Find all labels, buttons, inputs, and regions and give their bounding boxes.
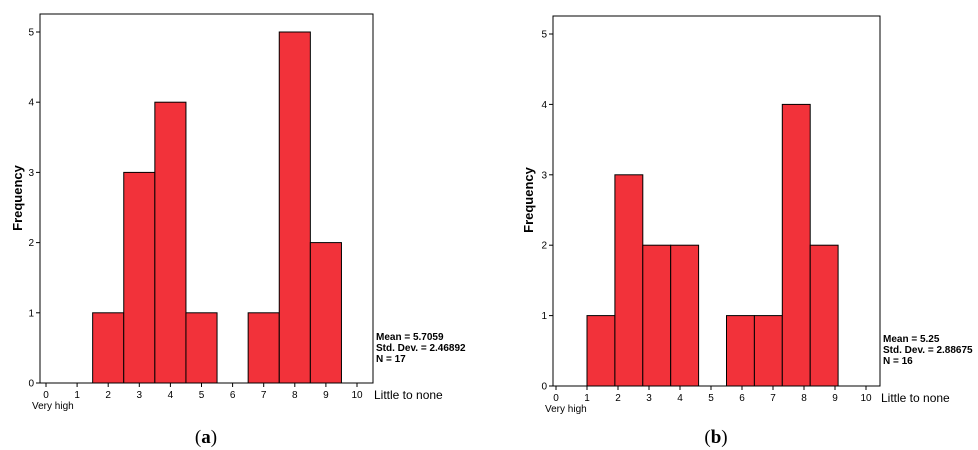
y-tick-label: 1 bbox=[28, 308, 34, 319]
panel-caption: (b) bbox=[704, 427, 727, 448]
x-tick-label: 10 bbox=[860, 393, 872, 404]
y-tick-label: 4 bbox=[28, 98, 34, 109]
low-end-label: Very high bbox=[545, 404, 587, 415]
x-tick-label: 9 bbox=[832, 393, 838, 404]
y-tick-label: 2 bbox=[541, 241, 547, 252]
caption-letter: b bbox=[711, 427, 722, 448]
y-axis-title: Frequency bbox=[10, 164, 25, 231]
x-tick-label: 8 bbox=[292, 390, 298, 401]
y-tick-label: 0 bbox=[541, 382, 547, 393]
x-tick-label: 7 bbox=[261, 390, 267, 401]
y-tick-label: 3 bbox=[28, 168, 34, 179]
x-tick-label: 4 bbox=[677, 393, 683, 404]
stats-line: Std. Dev. = 2.46892 bbox=[376, 343, 466, 354]
histogram-bar bbox=[726, 315, 755, 387]
x-tick-label: 2 bbox=[105, 390, 111, 401]
y-tick-label: 2 bbox=[28, 238, 34, 249]
histogram-bar bbox=[278, 31, 311, 384]
y-tick-label: 4 bbox=[541, 100, 547, 111]
x-tick-label: 3 bbox=[646, 393, 652, 404]
y-tick-label: 5 bbox=[541, 30, 547, 41]
stats-line: Mean = 5.7059 bbox=[376, 332, 444, 343]
x-tick-label: 5 bbox=[708, 393, 714, 404]
x-tick-label: 1 bbox=[74, 390, 80, 401]
x-tick-label: 6 bbox=[739, 393, 745, 404]
x-tick-label: 1 bbox=[584, 393, 590, 404]
caption-paren-close: ) bbox=[721, 427, 727, 448]
histogram-bar bbox=[586, 315, 616, 387]
caption-paren-close: ) bbox=[211, 427, 217, 448]
stats-line: N = 16 bbox=[883, 356, 913, 367]
low-end-label: Very high bbox=[32, 401, 74, 412]
y-tick-label: 3 bbox=[541, 170, 547, 181]
histogram-bar bbox=[154, 101, 187, 384]
y-tick-label: 1 bbox=[541, 311, 547, 322]
y-tick-label: 5 bbox=[28, 28, 34, 39]
histogram-bar bbox=[247, 312, 280, 384]
x-tick-label: 5 bbox=[199, 390, 205, 401]
x-tick-label: 2 bbox=[615, 393, 621, 404]
histogram-bar bbox=[123, 171, 156, 384]
caption-paren-open: ( bbox=[195, 427, 201, 448]
x-tick-label: 3 bbox=[137, 390, 143, 401]
high-end-label: Little to none bbox=[374, 388, 443, 402]
caption-paren-open: ( bbox=[704, 427, 710, 448]
x-tick-label: 0 bbox=[553, 393, 559, 404]
high-end-label: Little to none bbox=[881, 391, 950, 405]
histogram-bar bbox=[642, 244, 672, 387]
x-tick-label: 6 bbox=[230, 390, 236, 401]
histogram-bar bbox=[309, 242, 342, 384]
x-tick-label: 10 bbox=[351, 390, 363, 401]
y-tick-label: 0 bbox=[28, 379, 34, 390]
histogram-bar bbox=[670, 244, 700, 387]
x-tick-label: 9 bbox=[323, 390, 329, 401]
stats-line: Std. Dev. = 2.88675 bbox=[883, 345, 973, 356]
histogram-bar bbox=[809, 244, 839, 387]
x-tick-label: 8 bbox=[801, 393, 807, 404]
histogram-bar bbox=[185, 312, 218, 384]
y-axis-title: Frequency bbox=[521, 166, 536, 233]
caption-letter: a bbox=[201, 427, 211, 448]
stats-line: N = 17 bbox=[376, 354, 406, 365]
histogram-bar bbox=[753, 315, 783, 387]
histogram-bar bbox=[781, 103, 811, 387]
histogram-bar bbox=[614, 174, 644, 387]
x-tick-label: 0 bbox=[43, 390, 49, 401]
x-tick-label: 7 bbox=[770, 393, 776, 404]
x-tick-label: 4 bbox=[168, 390, 174, 401]
panel-caption: (a) bbox=[195, 427, 217, 448]
histogram-bar bbox=[92, 312, 125, 384]
plot-frame bbox=[552, 15, 881, 387]
stats-line: Mean = 5.25 bbox=[883, 334, 940, 345]
